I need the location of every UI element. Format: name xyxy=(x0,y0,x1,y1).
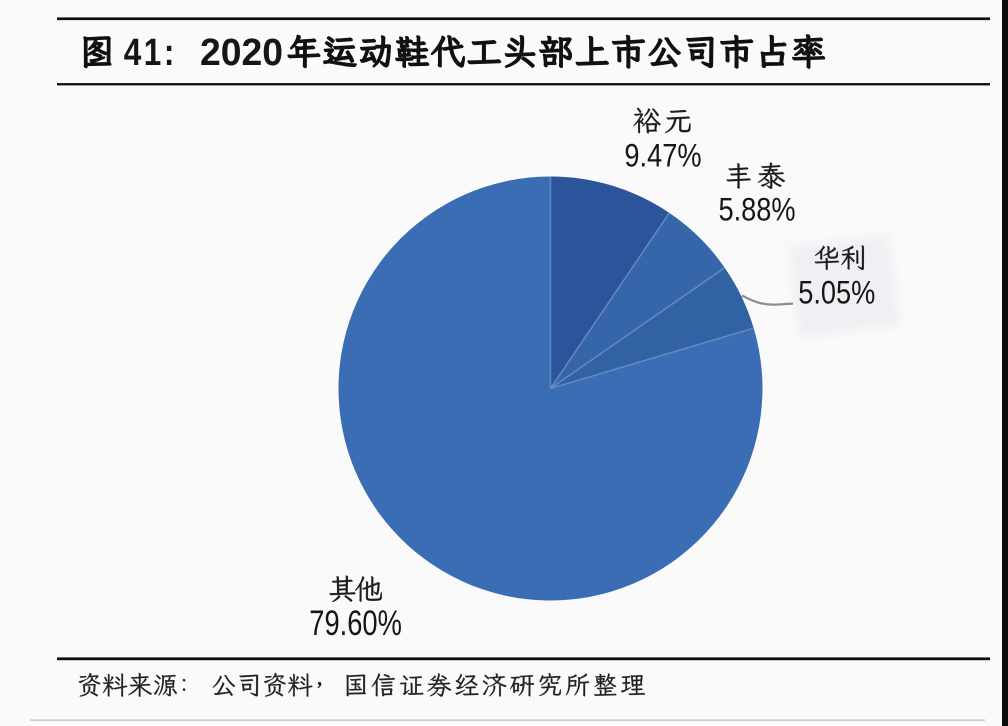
svg-text:5.05%: 5.05% xyxy=(798,275,875,311)
svg-text:2020: 2020 xyxy=(200,31,283,73)
svg-text:79.60%: 79.60% xyxy=(309,604,402,643)
svg-text:9.47%: 9.47% xyxy=(624,139,701,175)
svg-text:5.88%: 5.88% xyxy=(719,192,796,228)
svg-text:41:: 41: xyxy=(124,31,177,73)
